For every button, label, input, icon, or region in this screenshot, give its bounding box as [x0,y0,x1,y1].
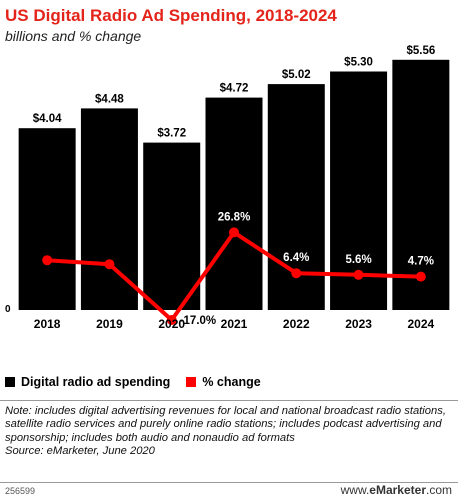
bar-series [18,59,450,311]
line-value-labels: 12.9% 10.9% -17.0% 26.8% 6.4% 5.6% 4.7% [31,211,434,327]
bar-label-2018: $4.04 [33,113,62,125]
change-label-2018: 12.9% [31,239,64,251]
x-tick-2024: 2024 [408,317,435,331]
change-point-2018 [42,255,53,266]
chart-subtitle: billions and % change [5,28,142,44]
bar-label-2023: $5.30 [344,57,373,69]
brand-suffix: .com [425,483,452,497]
change-point-2024 [415,271,426,282]
change-point-2022 [291,268,302,279]
y-zero-label: 0 [5,304,11,315]
x-tick-2020: 2020 [158,317,185,331]
bar-label-2021: $4.72 [220,83,249,95]
legend: Digital radio ad spending % change [5,375,277,389]
change-point-2021 [229,227,239,238]
x-tick-2021: 2021 [221,317,248,331]
chart-note: Note: includes digital advertising reven… [5,405,453,458]
legend-swatch-spending [5,377,15,387]
combo-chart: $4.04 $4.48 $3.72 $4.72 $5.02 $5.30 $5.56 12.9… [5,45,450,331]
divider-bottom [0,482,458,483]
source-text: Source: eMarketer, June 2020 [5,444,155,457]
bar-label-2024: $5.56 [406,45,435,57]
legend-item-spending: Digital radio ad spending [5,375,170,389]
change-label-2023: 5.6% [345,254,371,266]
bar-value-labels: $4.04 $4.48 $3.72 $4.72 $5.02 $5.30 $5.56 [33,45,435,140]
change-label-2022: 6.4% [283,252,309,264]
change-point-2023 [353,269,364,280]
bar-2018 [18,128,76,310]
change-label-2019: 10.9% [93,243,126,255]
x-axis-ticks: 2018 2019 2020 2021 2022 2023 2024 [34,317,435,331]
legend-label-spending: Digital radio ad spending [21,375,171,389]
bar-2019 [80,108,138,311]
brand-name: eMarketer [369,483,426,497]
brand-prefix: www. [340,483,370,497]
brand-footer[interactable]: www.eMarketer.com [341,483,452,497]
change-label-2020: -17.0% [180,315,216,327]
change-point-2019 [104,259,115,270]
bar-label-2022: $5.02 [282,69,311,81]
line-series [42,227,426,325]
divider-top [0,400,458,401]
x-tick-2018: 2018 [34,317,61,331]
note-text: Note: includes digital advertising reven… [5,405,446,444]
legend-label-change: % change [202,375,261,389]
x-tick-2023: 2023 [345,317,372,331]
change-label-2024: 4.7% [408,256,434,268]
change-label-2021: 26.8% [218,211,251,223]
x-tick-2019: 2019 [96,317,123,331]
change-point-2020 [166,315,177,325]
bar-label-2020: $3.72 [157,128,186,140]
legend-item-change: % change [186,375,261,389]
chart-title: US Digital Radio Ad Spending, 2018-2024 [5,6,337,25]
bar-2021 [205,97,263,310]
legend-swatch-change [186,377,197,387]
bar-2024 [392,59,450,310]
x-tick-2022: 2022 [283,317,310,331]
chart-id: 256599 [5,486,36,496]
bar-2020 [143,142,201,310]
bar-label-2019: $4.48 [95,93,124,105]
